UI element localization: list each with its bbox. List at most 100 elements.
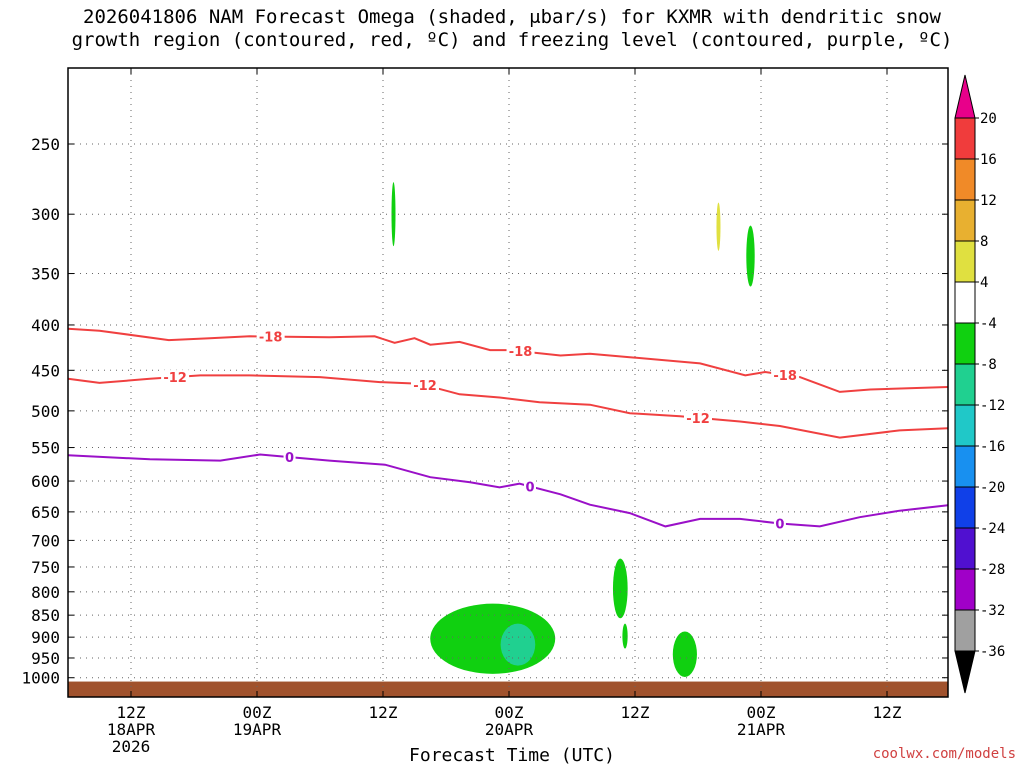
colorbar-bin bbox=[954, 117, 976, 160]
contour-label-bg bbox=[771, 367, 800, 382]
colorbar-label: -32 bbox=[980, 603, 1005, 619]
x-tick-label: 19APR bbox=[233, 720, 282, 739]
colorbar-label: 8 bbox=[980, 234, 988, 250]
x-axis-title: Forecast Time (UTC) bbox=[409, 745, 615, 766]
contour-lines: -18 -18 -18 -12 -12 -12 0 0 0 bbox=[68, 327, 948, 533]
y-tick-label-850: 850 bbox=[31, 606, 60, 625]
y-tick-label-450: 450 bbox=[31, 361, 60, 380]
contour-label--12: -12 bbox=[413, 379, 437, 394]
y-tick-label-350: 350 bbox=[31, 265, 60, 284]
contour-label-bg bbox=[283, 450, 296, 465]
omega-region-5 bbox=[612, 558, 628, 619]
contour-label-bg bbox=[773, 516, 786, 531]
x-tick-label: 00Z bbox=[747, 703, 776, 722]
x-tick-label: 12Z bbox=[621, 703, 650, 722]
y-axis-ticks: 250 300 350 400 450 500 550 600 650 700 750 800 850 9… bbox=[21, 135, 948, 688]
omega-region-6 bbox=[622, 623, 628, 649]
x-tick-label: 12Z bbox=[873, 703, 902, 722]
colorbar-bin bbox=[954, 363, 976, 406]
x-tick-label: 12Z bbox=[117, 703, 146, 722]
colorbar-label: 12 bbox=[980, 193, 997, 209]
contour-label-bg bbox=[684, 410, 712, 425]
contour-label-0: 0 bbox=[775, 518, 784, 533]
y-tick-label-300: 300 bbox=[31, 205, 60, 224]
omega-region-0 bbox=[391, 182, 396, 247]
colorbar: 20 16 12 8 4 -4 -8 -12 -16 -20 -24 -28 -32 -36 bbox=[954, 74, 1005, 694]
colorbar-bin bbox=[954, 240, 976, 283]
contour-label-0: 0 bbox=[525, 480, 534, 495]
y-tick-label-250: 250 bbox=[31, 135, 60, 154]
omega-shading bbox=[391, 182, 755, 677]
plot-frame bbox=[67, 67, 949, 698]
y-tick-label-750: 750 bbox=[31, 558, 60, 577]
omega-region-2 bbox=[746, 225, 755, 287]
y-tick-label-600: 600 bbox=[31, 472, 60, 491]
omega-region-4 bbox=[500, 623, 536, 666]
colorbar-label: 16 bbox=[980, 152, 997, 168]
colorbar-label: -8 bbox=[980, 357, 997, 373]
colorbar-bin bbox=[954, 158, 976, 201]
contour-label-bg bbox=[524, 479, 536, 494]
contour-label-bg bbox=[506, 344, 535, 359]
omega-region-7 bbox=[672, 631, 697, 677]
contour-label--18: -18 bbox=[509, 345, 533, 360]
y-tick-label-650: 650 bbox=[31, 503, 60, 522]
contour-label-0: 0 bbox=[285, 451, 294, 466]
chart-title: 2026041806 NAM Forecast Omega (shaded, μ… bbox=[0, 6, 1024, 52]
colorbar-bin bbox=[954, 199, 976, 242]
colorbar-label: -20 bbox=[980, 480, 1005, 496]
colorbar-label: -36 bbox=[980, 644, 1005, 660]
colorbar-label: -16 bbox=[980, 439, 1005, 455]
colorbar-label: -12 bbox=[980, 398, 1005, 414]
site-credit: coolwx.com/models bbox=[872, 746, 1016, 762]
omega-region-1 bbox=[716, 202, 721, 251]
contour--12 bbox=[68, 374, 948, 439]
ground-fill bbox=[68, 681, 948, 697]
chart-title-line2: growth region (contoured, red, ºC) and f… bbox=[71, 29, 953, 51]
y-tick-label-1000: 1000 bbox=[21, 669, 60, 688]
colorbar-bin bbox=[954, 568, 976, 611]
colorbar-bin bbox=[954, 445, 976, 488]
colorbar-bin bbox=[954, 322, 976, 365]
x-tick-label: 00Z bbox=[243, 703, 272, 722]
y-tick-label-800: 800 bbox=[31, 583, 60, 602]
colorbar-under-triangle bbox=[954, 650, 976, 694]
contour-label--18: -18 bbox=[259, 331, 283, 346]
colorbar-bin bbox=[954, 404, 976, 447]
colorbar-bin bbox=[954, 281, 976, 324]
x-tick-label: 2026 bbox=[112, 737, 151, 756]
x-tick-label: 00Z bbox=[495, 703, 524, 722]
y-tick-label-500: 500 bbox=[31, 402, 60, 421]
contour--18 bbox=[68, 327, 948, 393]
x-tick-label: 21APR bbox=[737, 720, 786, 739]
colorbar-bin bbox=[954, 609, 976, 652]
contour-label-bg bbox=[411, 378, 439, 393]
y-tick-label-700: 700 bbox=[31, 531, 60, 550]
y-tick-label-950: 950 bbox=[31, 649, 60, 668]
colorbar-bin bbox=[954, 527, 976, 570]
y-tick-label-400: 400 bbox=[31, 316, 60, 335]
contour-label--18: -18 bbox=[773, 369, 797, 384]
chart-title-line1: 2026041806 NAM Forecast Omega (shaded, μ… bbox=[83, 6, 941, 28]
colorbar-over-triangle bbox=[954, 74, 976, 119]
colorbar-label: 20 bbox=[980, 111, 997, 127]
colorbar-label: 4 bbox=[980, 275, 988, 291]
omega-region-3 bbox=[430, 603, 556, 674]
colorbar-bin bbox=[954, 486, 976, 529]
y-tick-label-900: 900 bbox=[31, 628, 60, 647]
colorbar-label: -4 bbox=[980, 316, 997, 332]
contour-label--12: -12 bbox=[163, 371, 187, 386]
contour-label-bg bbox=[256, 329, 285, 344]
x-tick-label: 12Z bbox=[369, 703, 398, 722]
y-tick-label-550: 550 bbox=[31, 439, 60, 458]
colorbar-label: -28 bbox=[980, 562, 1005, 578]
x-tick-label: 18APR bbox=[107, 720, 156, 739]
contour-0 bbox=[68, 453, 948, 528]
colorbar-label: -24 bbox=[980, 521, 1005, 537]
contour-label--12: -12 bbox=[686, 412, 710, 427]
ground-layer bbox=[68, 681, 948, 697]
contour-label-bg bbox=[161, 370, 190, 385]
x-tick-label: 20APR bbox=[485, 720, 534, 739]
